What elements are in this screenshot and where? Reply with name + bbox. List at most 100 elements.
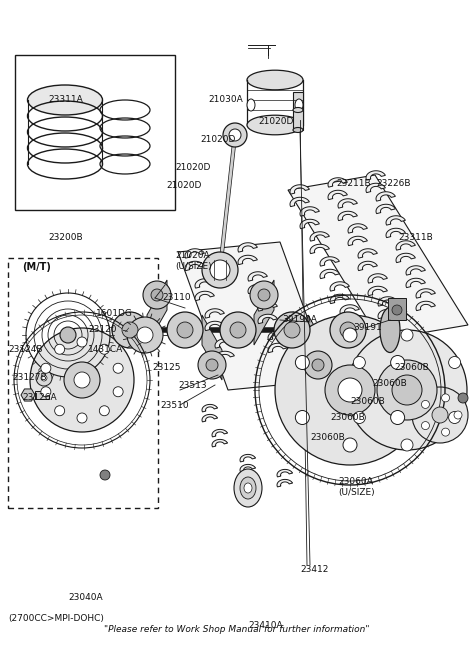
Text: 23125: 23125 (152, 362, 181, 371)
Polygon shape (308, 315, 328, 380)
Polygon shape (277, 479, 292, 487)
Bar (388, 298, 406, 320)
Polygon shape (288, 175, 468, 340)
Polygon shape (185, 249, 204, 258)
Circle shape (137, 327, 153, 343)
Circle shape (392, 375, 422, 405)
Polygon shape (205, 321, 224, 331)
Polygon shape (202, 404, 218, 412)
Text: 23040A: 23040A (68, 594, 103, 603)
Circle shape (347, 330, 467, 450)
Text: 23060B: 23060B (350, 397, 385, 406)
Circle shape (354, 357, 365, 368)
Text: 23200B: 23200B (48, 233, 82, 242)
Polygon shape (240, 464, 255, 472)
Text: 1431CA: 1431CA (88, 344, 123, 353)
Text: 23410A: 23410A (248, 621, 283, 629)
Polygon shape (328, 178, 347, 187)
Ellipse shape (380, 307, 400, 353)
Text: 1601DG: 1601DG (96, 309, 133, 317)
Text: 21020D: 21020D (175, 163, 210, 172)
Ellipse shape (240, 477, 256, 499)
Polygon shape (376, 192, 395, 201)
Polygon shape (185, 261, 204, 271)
Polygon shape (396, 241, 415, 250)
Polygon shape (238, 243, 257, 252)
Circle shape (41, 387, 51, 397)
Circle shape (113, 387, 123, 397)
Circle shape (343, 328, 357, 342)
Polygon shape (378, 309, 397, 318)
Text: 23311A: 23311A (48, 94, 83, 103)
Text: 23060A: 23060A (338, 477, 373, 486)
Circle shape (458, 393, 468, 403)
Circle shape (143, 281, 171, 309)
Circle shape (401, 439, 413, 451)
Circle shape (127, 317, 163, 353)
Circle shape (391, 355, 405, 370)
Circle shape (30, 328, 134, 432)
Circle shape (55, 344, 64, 354)
Polygon shape (147, 280, 167, 345)
Polygon shape (330, 282, 349, 291)
Circle shape (220, 312, 256, 348)
Text: 23510: 23510 (160, 401, 189, 410)
Circle shape (198, 351, 226, 379)
Circle shape (113, 363, 123, 373)
Circle shape (100, 470, 110, 480)
Circle shape (74, 372, 90, 388)
Polygon shape (406, 266, 425, 275)
Circle shape (210, 260, 230, 280)
Text: 39190A: 39190A (282, 315, 317, 324)
Text: 23060B: 23060B (394, 362, 429, 371)
Text: 23120: 23120 (88, 326, 117, 335)
Bar (293, 92, 303, 130)
Polygon shape (310, 232, 329, 241)
Circle shape (432, 407, 448, 423)
Circle shape (100, 406, 109, 416)
Bar (15, 55, 175, 210)
Text: 23211B: 23211B (336, 180, 371, 189)
Text: 23110: 23110 (162, 293, 191, 302)
Circle shape (343, 438, 357, 452)
Circle shape (41, 363, 51, 373)
Text: 23226B: 23226B (376, 180, 410, 189)
Polygon shape (358, 261, 377, 271)
Circle shape (250, 281, 278, 309)
Circle shape (122, 322, 138, 338)
Circle shape (223, 123, 247, 147)
Circle shape (392, 305, 402, 315)
Circle shape (77, 413, 87, 423)
Polygon shape (205, 309, 224, 318)
Circle shape (230, 322, 246, 338)
Polygon shape (254, 280, 274, 345)
Text: (M/T): (M/T) (22, 262, 51, 272)
Circle shape (64, 362, 100, 398)
Polygon shape (258, 302, 277, 311)
Text: (U/SIZE): (U/SIZE) (338, 488, 374, 497)
Text: 23060B: 23060B (310, 433, 345, 441)
Circle shape (442, 428, 449, 436)
Text: 23513: 23513 (178, 380, 207, 390)
Polygon shape (328, 191, 347, 200)
Circle shape (36, 370, 52, 386)
Polygon shape (338, 211, 357, 221)
Polygon shape (268, 343, 287, 353)
Text: 21020D: 21020D (166, 180, 201, 189)
Polygon shape (240, 454, 255, 462)
Text: 21020D: 21020D (258, 118, 293, 127)
Text: 21020D: 21020D (200, 134, 236, 143)
Polygon shape (320, 269, 339, 278)
Text: 23311B: 23311B (398, 233, 433, 242)
Polygon shape (396, 253, 415, 263)
Ellipse shape (234, 469, 262, 507)
Bar (8, 258, 158, 508)
Circle shape (274, 312, 310, 348)
Polygon shape (320, 256, 339, 266)
Circle shape (284, 322, 300, 338)
Circle shape (421, 422, 429, 430)
Polygon shape (238, 255, 257, 265)
Ellipse shape (247, 70, 303, 90)
Polygon shape (368, 286, 387, 296)
Polygon shape (202, 414, 218, 422)
